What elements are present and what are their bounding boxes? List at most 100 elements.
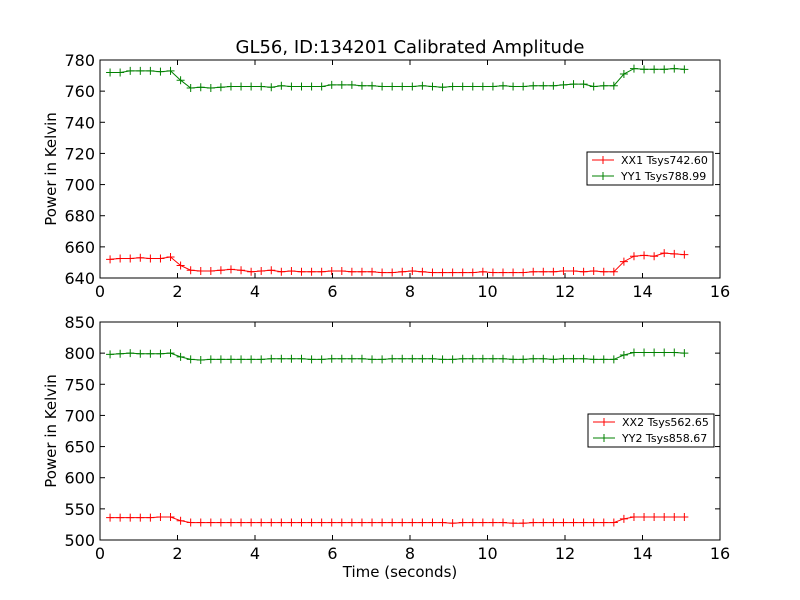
- data-point: [176, 352, 185, 361]
- data-point: [237, 266, 246, 275]
- data-point: [388, 518, 397, 527]
- data-point: [327, 80, 336, 89]
- data-point: [206, 266, 215, 275]
- data-point: [216, 83, 225, 92]
- data-point: [549, 267, 558, 276]
- data-point: [488, 268, 497, 277]
- data-point: [640, 65, 649, 74]
- data-point: [267, 83, 276, 92]
- data-point: [660, 348, 669, 357]
- data-point: [388, 82, 397, 91]
- data-point: [287, 266, 296, 275]
- data-point: [468, 268, 477, 277]
- data-point: [629, 252, 638, 261]
- data-point: [327, 518, 336, 527]
- data-point: [237, 82, 246, 91]
- data-point: [408, 82, 417, 91]
- legend-entry: XX1 Tsys742.60: [621, 154, 708, 167]
- data-point: [418, 267, 427, 276]
- data-point: [247, 518, 256, 527]
- series-line-0: [110, 516, 685, 524]
- data-point: [398, 518, 407, 527]
- legend-box: [586, 151, 714, 186]
- data-point: [307, 82, 316, 91]
- data-point: [670, 249, 679, 258]
- data-point: [116, 513, 125, 522]
- data-point: [609, 81, 618, 90]
- data-point: [408, 354, 417, 363]
- data-point: [428, 268, 437, 277]
- data-point: [559, 354, 568, 363]
- data-point: [287, 354, 296, 363]
- data-point: [277, 81, 286, 90]
- data-point: [186, 518, 195, 527]
- y-tick-label: 600: [64, 469, 95, 488]
- data-point: [287, 518, 296, 527]
- data-point: [499, 268, 507, 277]
- x-tick-label: 8: [405, 282, 415, 301]
- y-tick-label: 660: [64, 238, 95, 257]
- y-tick-label: 850: [64, 313, 95, 332]
- data-point: [428, 354, 437, 363]
- data-point: [539, 81, 548, 90]
- x-tick-label: 10: [477, 544, 497, 563]
- data-point: [559, 80, 568, 89]
- x-tick-label: 0: [95, 282, 105, 301]
- data-point: [529, 518, 538, 527]
- data-point: [478, 518, 487, 527]
- data-point: [680, 512, 689, 521]
- data-point: [448, 355, 457, 364]
- data-point: [438, 268, 447, 277]
- data-point: [599, 518, 608, 527]
- data-point: [196, 83, 205, 92]
- data-point: [267, 518, 276, 527]
- data-point: [277, 267, 286, 276]
- legend-marker: [599, 156, 607, 164]
- data-point: [589, 355, 598, 364]
- data-point: [509, 268, 518, 277]
- data-point: [448, 519, 457, 528]
- data-point: [257, 82, 266, 91]
- data-point: [136, 253, 145, 262]
- data-point: [509, 519, 518, 528]
- data-point: [599, 81, 608, 90]
- data-point: [680, 65, 689, 74]
- data-point: [226, 355, 235, 364]
- data-point: [619, 351, 628, 360]
- data-point: [519, 268, 528, 277]
- data-point: [216, 355, 225, 364]
- y-tick-label: 640: [64, 269, 95, 288]
- data-point: [317, 355, 326, 364]
- data-point: [287, 82, 296, 91]
- data-point: [136, 349, 145, 358]
- data-point: [680, 250, 689, 259]
- data-point: [176, 516, 185, 525]
- data-point: [347, 518, 356, 527]
- data-point: [539, 518, 548, 527]
- data-point: [448, 268, 457, 277]
- data-point: [368, 518, 377, 527]
- data-point: [317, 267, 326, 276]
- data-point: [277, 518, 286, 527]
- top-subplot: 0 2 4 6 8 10 12 14 16 640 660 680 700 720 740 760 780 Pow…: [42, 51, 730, 301]
- y-tick-label: 760: [64, 82, 95, 101]
- series-line-1: [110, 68, 685, 89]
- data-point: [680, 349, 689, 358]
- data-point: [488, 354, 497, 363]
- data-point: [226, 265, 235, 274]
- data-point: [126, 66, 135, 75]
- data-point: [408, 266, 417, 275]
- data-point: [670, 64, 679, 73]
- data-point: [448, 82, 457, 91]
- data-point: [297, 354, 306, 363]
- data-point: [297, 518, 306, 527]
- data-point: [619, 257, 628, 266]
- data-point: [337, 354, 346, 363]
- data-point: [166, 66, 175, 75]
- data-point: [116, 68, 125, 77]
- data-point: [317, 518, 326, 527]
- data-point: [398, 354, 407, 363]
- data-point: [378, 82, 387, 91]
- data-point: [478, 82, 487, 91]
